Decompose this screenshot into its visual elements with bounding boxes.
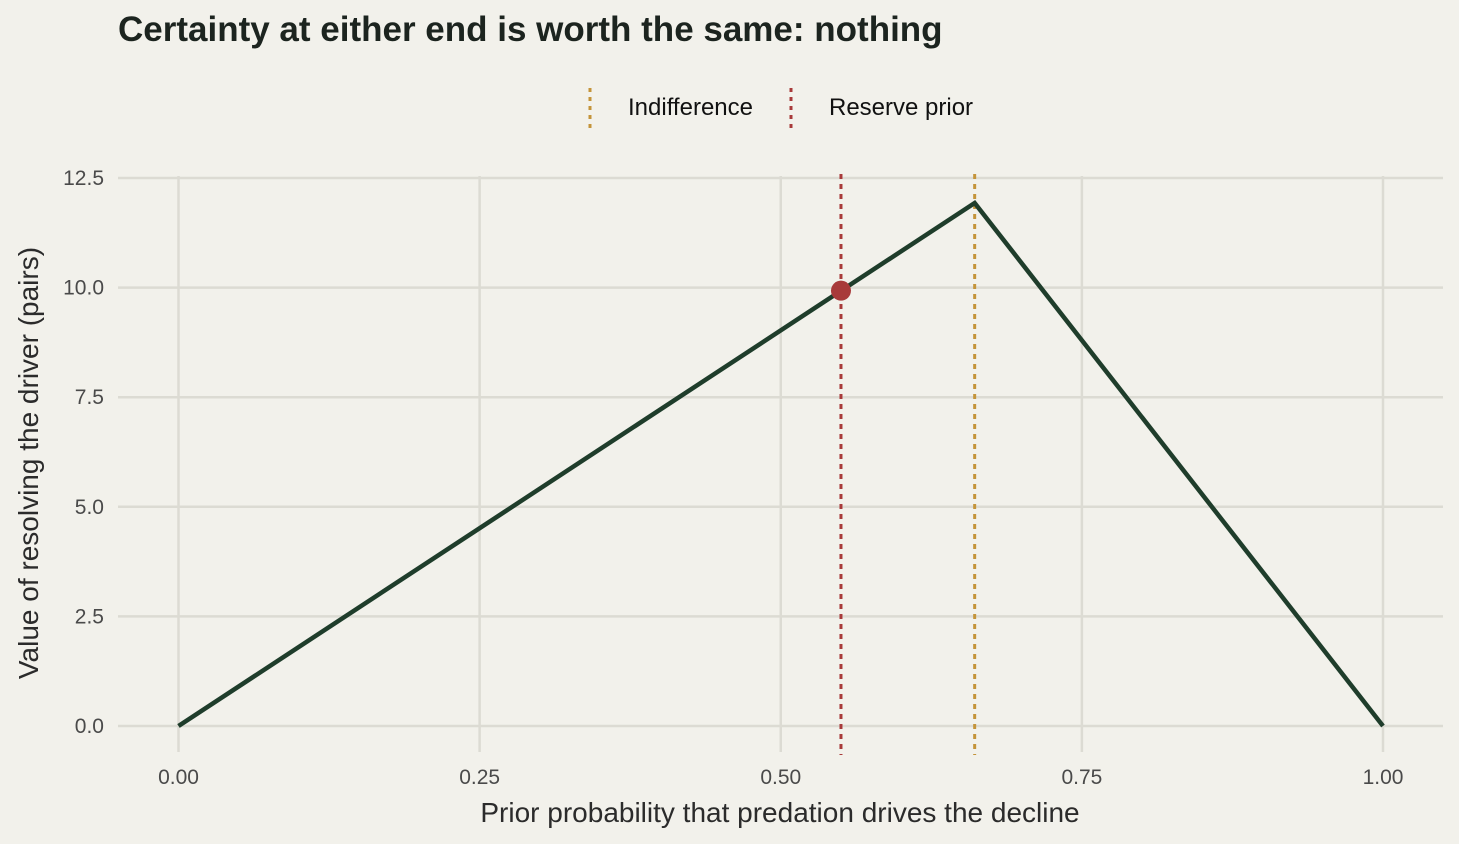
- x-tick-label: 1.00: [1363, 766, 1404, 789]
- y-tick-label: 0.0: [75, 715, 104, 738]
- y-tick-label: 10.0: [63, 277, 104, 300]
- legend-label-indifference: Indifference: [628, 94, 753, 121]
- chart-title: Certainty at either end is worth the sam…: [118, 10, 943, 49]
- y-tick-label: 7.5: [75, 386, 104, 409]
- legend-item-indifference: Indifference: [580, 86, 753, 130]
- y-tick-label: 12.5: [63, 167, 104, 190]
- legend-key-indifference: [588, 88, 592, 128]
- reference-lines: [839, 174, 977, 755]
- y-tick-label: 2.5: [75, 605, 104, 628]
- grid: [118, 176, 1443, 752]
- series-layer: [177, 199, 1385, 728]
- y-tick-label: 5.0: [75, 496, 104, 519]
- y-tick-labels: 0.0 2.5 5.0 7.5 10.0 12.5: [63, 167, 104, 738]
- legend-item-reserve-prior: Reserve prior: [781, 86, 973, 130]
- legend-key-reserve-prior: [789, 88, 793, 128]
- value-line-0: [177, 199, 1385, 728]
- reserve-prior-point: [830, 280, 851, 301]
- legend: Indifference Reserve prior: [580, 86, 1001, 130]
- x-axis-title: Prior probability that predation drives …: [480, 797, 1079, 828]
- x-tick-labels: 0.00 0.25 0.50 0.75 1.00: [158, 766, 1403, 789]
- x-tick-label: 0.25: [459, 766, 500, 789]
- legend-label-reserve-prior: Reserve prior: [828, 94, 974, 121]
- y-axis-title: Value of resolving the driver (pairs): [13, 247, 44, 679]
- x-tick-label: 0.75: [1061, 766, 1102, 789]
- x-tick-label: 0.50: [760, 766, 801, 789]
- point-layer: [830, 280, 851, 301]
- x-tick-label: 0.00: [158, 766, 199, 789]
